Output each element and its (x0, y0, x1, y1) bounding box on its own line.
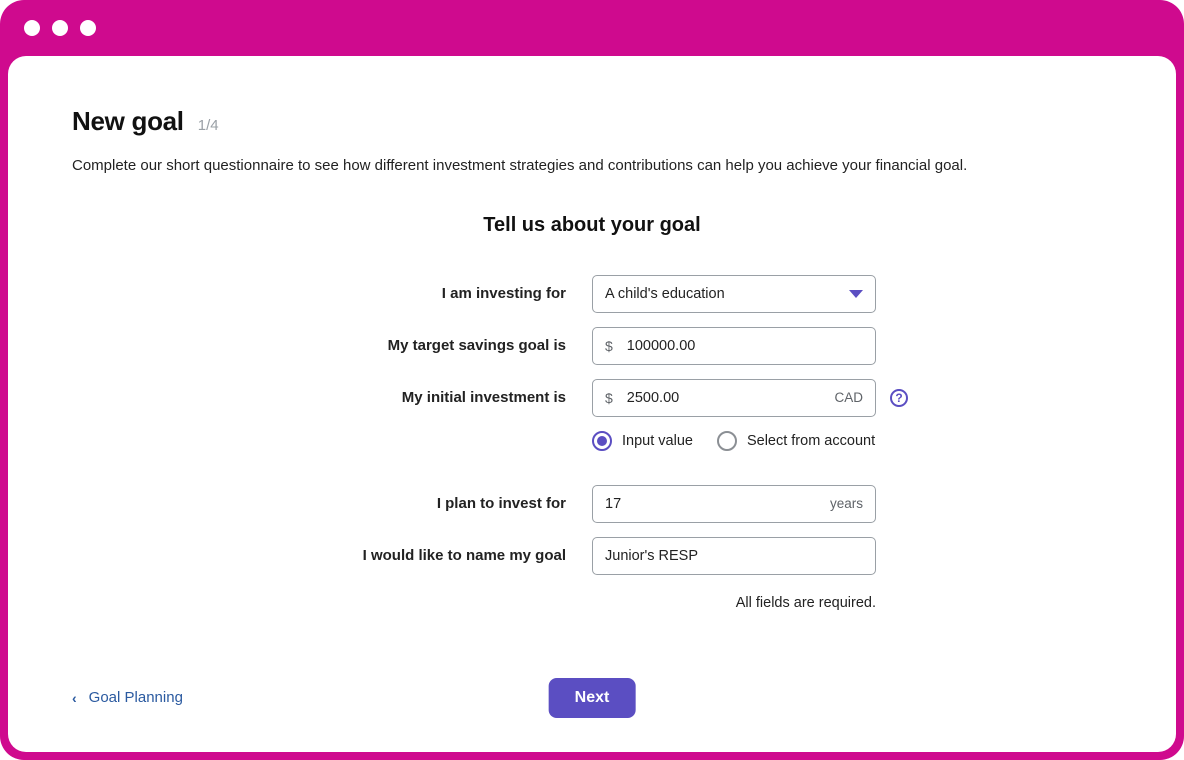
page-header: New goal 1/4 (72, 106, 1112, 137)
invest-for-input[interactable]: years (592, 485, 876, 523)
investing-for-select[interactable]: A child's education (592, 275, 876, 313)
window-titlebar (0, 0, 1184, 56)
help-icon[interactable]: ? (890, 389, 908, 407)
chevron-left-icon: ‹ (72, 690, 77, 706)
currency-suffix: CAD (834, 390, 863, 405)
goal-name-value[interactable] (605, 548, 863, 564)
radio-input-value-label: Input value (622, 433, 693, 449)
form-row-initial-investment: My initial investment is $ CAD ? (72, 379, 1112, 417)
initial-investment-value[interactable] (627, 390, 835, 406)
page-title: New goal (72, 106, 184, 137)
label-target-goal: My target savings goal is (72, 337, 592, 354)
form-row-target-goal: My target savings goal is $ (72, 327, 1112, 365)
form-row-goal-name: I would like to name my goal (72, 537, 1112, 575)
back-link[interactable]: ‹ Goal Planning (72, 689, 183, 706)
footer: ‹ Goal Planning Next (72, 689, 1112, 706)
label-investing-for: I am investing for (72, 285, 592, 302)
radio-input-value[interactable]: Input value (592, 431, 693, 451)
next-button[interactable]: Next (549, 678, 636, 718)
initial-investment-input[interactable]: $ CAD (592, 379, 876, 417)
currency-prefix: $ (605, 390, 613, 406)
form-row-required-note: All fields are required. (72, 589, 1112, 611)
label-initial-investment: My initial investment is (72, 389, 592, 406)
page-content: New goal 1/4 Complete our short question… (8, 56, 1176, 752)
intro-text: Complete our short questionnaire to see … (72, 155, 1112, 178)
invest-for-value[interactable] (605, 496, 830, 512)
label-goal-name: I would like to name my goal (72, 547, 592, 564)
investing-for-value: A child's education (605, 286, 849, 302)
goal-form: I am investing for A child's education M… (72, 275, 1112, 611)
radio-icon (592, 431, 612, 451)
form-row-investing-for: I am investing for A child's education (72, 275, 1112, 313)
years-suffix: years (830, 496, 863, 511)
radio-select-from-account-label: Select from account (747, 433, 875, 449)
target-goal-input[interactable]: $ (592, 327, 876, 365)
radio-icon (717, 431, 737, 451)
window-frame: New goal 1/4 Complete our short question… (0, 0, 1184, 760)
window-dot-icon (24, 20, 40, 36)
step-indicator: 1/4 (198, 117, 219, 134)
radio-select-from-account[interactable]: Select from account (717, 431, 875, 451)
target-goal-value[interactable] (627, 338, 863, 354)
form-row-investment-source: Input value Select from account (72, 431, 1112, 451)
form-row-invest-for: I plan to invest for years (72, 485, 1112, 523)
back-link-label: Goal Planning (89, 689, 183, 706)
label-invest-for: I plan to invest for (72, 495, 592, 512)
required-note: All fields are required. (592, 595, 876, 611)
window-dot-icon (52, 20, 68, 36)
section-heading: Tell us about your goal (72, 214, 1112, 237)
window-dot-icon (80, 20, 96, 36)
chevron-down-icon (849, 290, 863, 298)
goal-name-input[interactable] (592, 537, 876, 575)
currency-prefix: $ (605, 338, 613, 354)
investment-source-radios: Input value Select from account (592, 431, 875, 451)
